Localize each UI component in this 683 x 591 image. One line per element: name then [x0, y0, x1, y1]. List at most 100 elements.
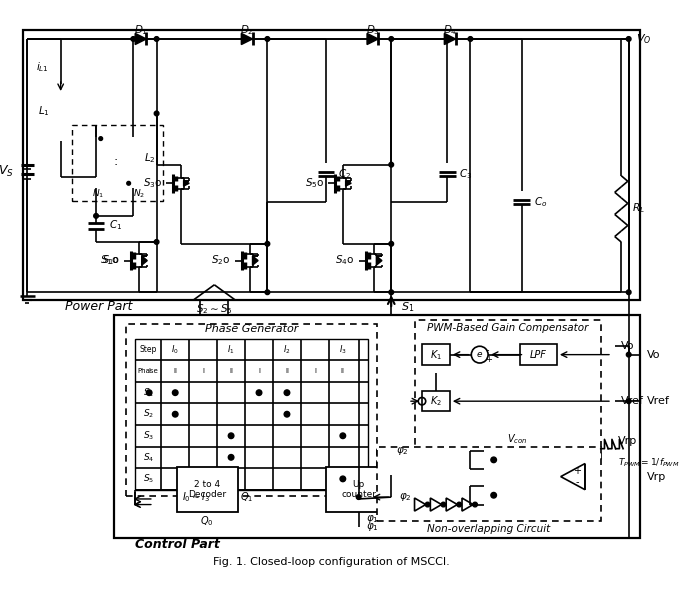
Text: $L_2$: $L_2$: [144, 151, 156, 165]
Circle shape: [265, 242, 270, 246]
Text: Vrp: Vrp: [647, 472, 667, 482]
Circle shape: [389, 163, 393, 167]
Text: Fig. 1. Closed-loop configuration of MSCCI.: Fig. 1. Closed-loop configuration of MSC…: [213, 557, 450, 567]
Bar: [23, 30, 640, 300]
Text: $S_4$o: $S_4$o: [335, 254, 354, 268]
Text: :: :: [113, 155, 117, 168]
Text: Power Part: Power Part: [66, 300, 133, 313]
Circle shape: [340, 476, 346, 482]
Text: $\varphi_1$: $\varphi_1$: [366, 514, 379, 525]
Circle shape: [441, 502, 446, 507]
Text: $C_o$: $C_o$: [533, 195, 547, 209]
Polygon shape: [346, 180, 351, 186]
Text: $D_2$: $D_2$: [240, 22, 254, 37]
Text: $K_1$: $K_1$: [430, 348, 442, 362]
Circle shape: [626, 352, 631, 357]
Circle shape: [457, 502, 462, 507]
Text: $V_S$: $V_S$: [0, 164, 14, 178]
Circle shape: [265, 290, 270, 294]
Circle shape: [340, 433, 346, 439]
Circle shape: [131, 37, 136, 41]
Text: Vref: Vref: [622, 396, 644, 406]
Bar: [326, 467, 391, 512]
Text: Up
counter: Up counter: [341, 480, 376, 499]
Bar: [520, 345, 557, 365]
Circle shape: [426, 502, 430, 507]
Text: II: II: [285, 368, 289, 374]
Text: I: I: [258, 368, 260, 374]
Text: I: I: [148, 368, 150, 374]
Bar: [72, 125, 163, 201]
Circle shape: [389, 37, 393, 41]
Circle shape: [154, 239, 159, 244]
Text: -: -: [486, 345, 489, 355]
Text: $i_{L1}$: $i_{L1}$: [36, 60, 48, 74]
Text: $C_1$: $C_1$: [109, 218, 122, 232]
Text: II: II: [341, 368, 345, 374]
Circle shape: [468, 37, 473, 41]
Circle shape: [626, 37, 631, 41]
Text: $\varphi_1$: $\varphi_1$: [366, 521, 379, 533]
Polygon shape: [253, 256, 258, 265]
Text: II: II: [229, 368, 233, 374]
Text: $S_1$: $S_1$: [400, 300, 414, 314]
Circle shape: [228, 433, 234, 439]
Text: $Q_0$: $Q_0$: [200, 514, 214, 528]
Text: $S_3$: $S_3$: [143, 430, 154, 442]
Circle shape: [99, 137, 102, 141]
Bar: [377, 447, 601, 521]
Bar: [114, 314, 640, 538]
Text: 2 to 4
Decoder: 2 to 4 Decoder: [188, 480, 226, 499]
Text: $S_2$: $S_2$: [143, 408, 154, 420]
Text: $V_O$: $V_O$: [636, 32, 652, 46]
Text: $\varphi_2$: $\varphi_2$: [399, 491, 411, 503]
Bar: [135, 339, 368, 490]
Text: $K_2$: $K_2$: [430, 394, 442, 408]
Polygon shape: [241, 33, 253, 44]
Text: +: +: [486, 355, 492, 364]
Text: $C_3$: $C_3$: [459, 167, 473, 181]
Text: $S_1$o: $S_1$o: [100, 254, 120, 268]
Polygon shape: [141, 256, 148, 265]
Text: Vo: Vo: [622, 341, 635, 351]
Text: PWM-Based Gain Compensator: PWM-Based Gain Compensator: [427, 323, 588, 333]
Text: $\varphi_2$: $\varphi_2$: [396, 446, 408, 457]
Text: $N_1$: $N_1$: [92, 187, 104, 200]
Text: Step: Step: [139, 345, 157, 354]
Bar: [126, 324, 377, 496]
Circle shape: [146, 390, 152, 395]
Text: I: I: [314, 368, 316, 374]
Text: LPF: LPF: [530, 350, 547, 360]
Circle shape: [357, 495, 361, 499]
Circle shape: [265, 37, 270, 41]
Polygon shape: [135, 33, 146, 44]
Text: $S_1$o: $S_1$o: [102, 254, 120, 268]
Text: $I_3$: $I_3$: [339, 343, 347, 356]
Text: II: II: [173, 368, 177, 374]
Circle shape: [473, 502, 477, 507]
Text: $S_4$: $S_4$: [143, 451, 154, 463]
Text: $L_1$: $L_1$: [38, 105, 49, 118]
Polygon shape: [184, 180, 189, 186]
Text: $D_1$: $D_1$: [134, 22, 148, 37]
Text: $C_2$: $C_2$: [338, 167, 351, 181]
Text: $I_0 \sim I_3$: $I_0 \sim I_3$: [182, 490, 210, 504]
Circle shape: [154, 37, 159, 41]
Text: $S_1$: $S_1$: [143, 387, 154, 399]
Bar: [422, 391, 450, 411]
Text: Vref: Vref: [647, 396, 670, 406]
Text: +: +: [574, 466, 581, 476]
Bar: [177, 467, 238, 512]
Text: Vo: Vo: [647, 350, 661, 360]
Circle shape: [626, 290, 631, 294]
Text: $I_2$: $I_2$: [283, 343, 291, 356]
Text: $S_2$o: $S_2$o: [211, 254, 230, 268]
Text: I: I: [202, 368, 204, 374]
Text: $S_2 \sim S_5$: $S_2 \sim S_5$: [196, 302, 233, 316]
Circle shape: [256, 390, 262, 395]
Text: Vrp: Vrp: [617, 436, 637, 446]
Circle shape: [127, 181, 130, 185]
Text: Non-overlapping Circuit: Non-overlapping Circuit: [428, 524, 550, 534]
Circle shape: [284, 390, 290, 395]
Bar: [415, 320, 601, 460]
